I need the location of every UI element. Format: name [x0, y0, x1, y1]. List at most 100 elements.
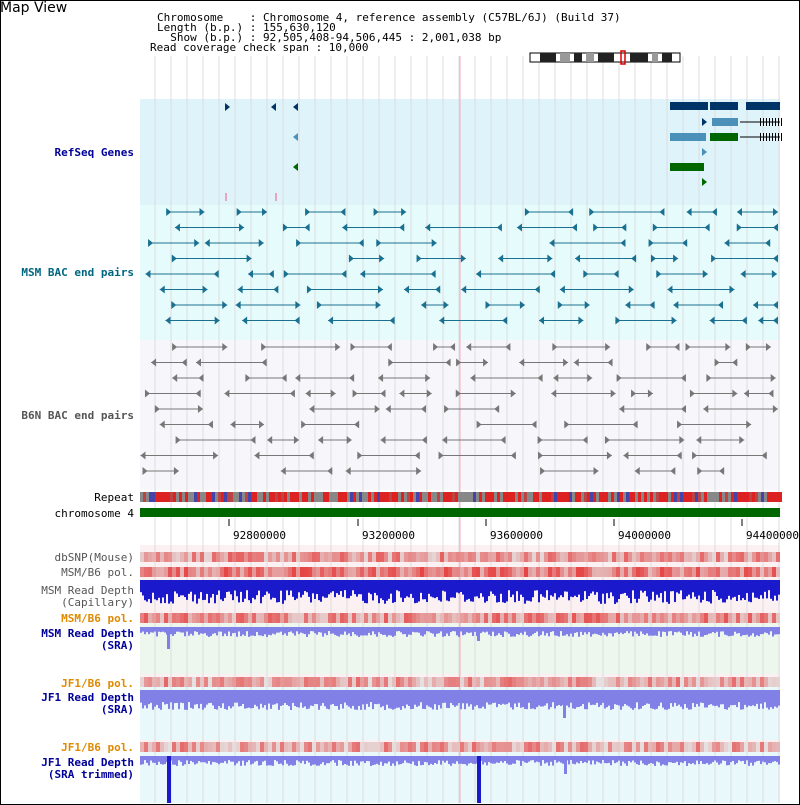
- jf1-sra-depth-bar: [550, 690, 552, 708]
- msm-capillary-depth-bar: [746, 580, 748, 594]
- msm-bac-pair-end: [589, 208, 595, 216]
- jf1-sra-depth-bar: [638, 690, 640, 710]
- jf1-sra-depth-bar: [152, 690, 154, 710]
- jf1-sra-depth-bar: [596, 690, 598, 703]
- jf1-b6-pol-heat-cell: [596, 742, 600, 752]
- dbsnp-heat-cell: [284, 552, 288, 562]
- jf1-b6-pol-heat-cell: [740, 742, 744, 752]
- msm-capillary-depth-bar: [342, 580, 344, 597]
- jf1-sra-depth-bar: [178, 690, 180, 710]
- dbsnp-heat-cell: [404, 552, 408, 562]
- track-label-repeat[interactable]: Repeat: [94, 491, 134, 504]
- chromosome-bar: [140, 508, 780, 517]
- jf1-trim-depth-bar: [778, 756, 780, 765]
- msm-b6-pol-heat-cell: [420, 567, 424, 577]
- jf1-b6-pol-heat-cell: [724, 677, 728, 687]
- jf1-sra-depth-bar: [742, 690, 744, 710]
- msm-capillary-depth-bar: [370, 580, 372, 595]
- msm-b6-pol-heat-cell: [140, 613, 144, 623]
- track-label-jf1-b6-pol-1[interactable]: JF1/B6 pol.: [61, 677, 134, 690]
- msm-b6-pol-heat-cell: [644, 567, 648, 577]
- jf1-b6-pol-heat-cell: [248, 742, 252, 752]
- jf1-b6-pol-heat-cell: [604, 742, 608, 752]
- jf1-b6-pol-heat-cell: [208, 742, 212, 752]
- jf1-sra-depth-bar: [414, 690, 416, 705]
- repeat-element: [479, 492, 482, 502]
- jf1-trim-depth-bar: [284, 756, 286, 761]
- msm-capillary-depth-bar: [646, 580, 648, 597]
- jf1-trim-depth-bar: [670, 756, 672, 763]
- msm-sra-depth-bar: [662, 627, 664, 632]
- msm-capillary-depth-bar: [664, 580, 666, 592]
- msm-capillary-depth-bar: [376, 580, 378, 596]
- jf1-sra-depth-bar: [360, 690, 362, 710]
- track-label-msm-bac[interactable]: MSM BAC end pairs: [21, 266, 134, 279]
- msm-sra-depth-bar: [436, 627, 438, 634]
- jf1-b6-pol-heat-cell: [732, 677, 736, 687]
- jf1-b6-pol-heat-cell: [716, 742, 720, 752]
- track-label-jf1-b6-pol-2[interactable]: JF1/B6 pol.: [61, 741, 134, 754]
- jf1-b6-pol-heat-cell: [436, 677, 440, 687]
- jf1-trim-depth-bar: [150, 756, 152, 761]
- msm-capillary-depth-bar: [448, 580, 450, 602]
- jf1-sra-depth-bar: [528, 690, 530, 703]
- msm-capillary-depth-bar: [582, 580, 584, 601]
- msm-capillary-depth-bar: [510, 580, 512, 598]
- msm-capillary-depth-bar: [750, 580, 752, 603]
- msm-capillary-depth-bar: [734, 580, 736, 597]
- track-label-dbsnp[interactable]: dbSNP(Mouse): [54, 551, 134, 564]
- track-label-b6n-bac[interactable]: B6N BAC end pairs: [21, 409, 134, 422]
- msm-sra-depth-bar: [624, 627, 626, 634]
- msm-b6-pol-heat-cell: [564, 567, 568, 577]
- msm-capillary-depth-bar: [648, 580, 650, 602]
- repeat-element: [326, 492, 329, 502]
- repeat-element: [293, 492, 296, 502]
- track-label-jf1-depth-trim[interactable]: JF1 Read Depth: [41, 756, 134, 769]
- jf1-trim-depth-bar: [428, 756, 430, 766]
- track-label-msm-depth-cap[interactable]: MSM Read Depth: [41, 584, 134, 597]
- b6n-bac-pair-end: [254, 451, 260, 460]
- jf1-b6-pol-heat-cell: [668, 742, 672, 752]
- msm-capillary-depth-bar: [254, 580, 256, 600]
- jf1-b6-pol-heat-cell: [508, 677, 512, 687]
- jf1-trim-depth-bar: [686, 756, 688, 766]
- msm-b6-pol-heat-cell: [476, 567, 480, 577]
- jf1-sra-depth-bar: [142, 690, 144, 709]
- jf1-b6-pol-heat-cell: [380, 677, 384, 687]
- jf1-trim-depth-bar: [240, 756, 242, 766]
- track-label-msm-b6-pol-1[interactable]: MSM/B6 pol.: [61, 566, 134, 579]
- dbsnp-heat-cell: [700, 552, 704, 562]
- msm-sra-depth-bar: [172, 627, 174, 636]
- jf1-b6-pol-heat-cell: [756, 742, 760, 752]
- jf1-b6-pol-heat-cell: [344, 742, 348, 752]
- jf1-b6-pol-heat-cell: [572, 677, 576, 687]
- dbsnp-heat-cell: [628, 552, 632, 562]
- msm-capillary-depth-bar: [608, 580, 610, 599]
- jf1-trim-depth-bar: [502, 756, 504, 763]
- dbsnp-heat-cell: [692, 552, 696, 562]
- msm-capillary-depth-bar: [622, 580, 624, 594]
- jf1-sra-depth-bar: [284, 690, 286, 704]
- dbsnp-heat-cell: [140, 552, 144, 562]
- msm-b6-pol-heat-cell: [460, 613, 464, 623]
- msm-b6-pol-heat-cell: [192, 613, 196, 623]
- jf1-sra-depth-bar: [530, 690, 532, 709]
- msm-capillary-depth-bar: [348, 580, 350, 599]
- msm-b6-pol-heat-cell: [220, 567, 224, 577]
- track-label-msm-b6-pol-2[interactable]: MSM/B6 pol.: [61, 612, 134, 625]
- dbsnp-heat-cell: [488, 552, 492, 562]
- jf1-b6-pol-heat-cell: [576, 677, 580, 687]
- jf1-sra-depth-bar: [332, 690, 334, 704]
- msm-b6-pol-heat-cell: [684, 613, 688, 623]
- track-label-refseq[interactable]: RefSeq Genes: [54, 146, 134, 159]
- jf1-trim-depth-bar: [760, 756, 762, 765]
- msm-b6-pol-heat-cell: [476, 613, 480, 623]
- msm-b6-pol-heat-cell: [728, 613, 732, 623]
- ideogram-band: [630, 53, 648, 62]
- msm-bac-pair-end: [575, 254, 581, 263]
- msm-b6-pol-heat-cell: [704, 567, 708, 577]
- jf1-b6-pol-heat-cell: [736, 742, 740, 752]
- track-label-msm-depth-sra[interactable]: MSM Read Depth: [41, 627, 134, 640]
- track-label-jf1-depth-sra[interactable]: JF1 Read Depth: [41, 691, 134, 704]
